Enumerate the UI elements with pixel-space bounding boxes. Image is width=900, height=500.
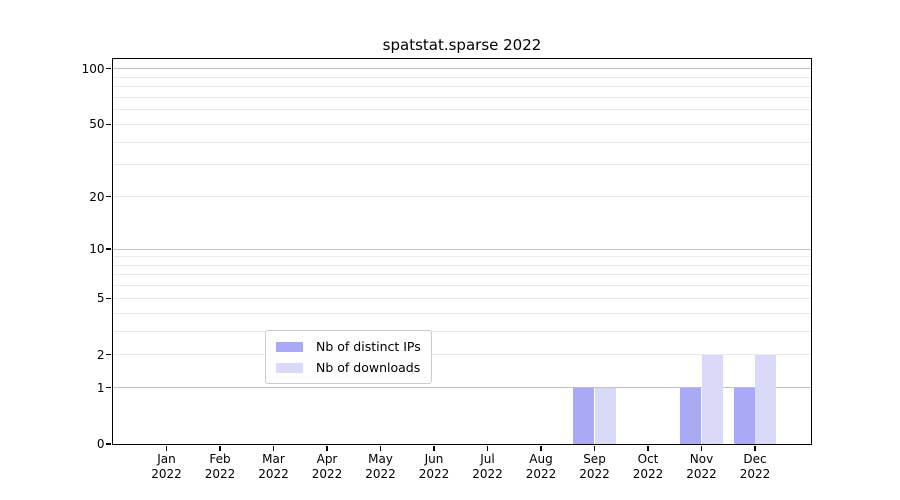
plot-area: 0 1 2 5 10 20 50 100 Jan 2022 Feb 2022 Mar 2022 Apr 202… [82, 58, 812, 481]
x-tick-mark [219, 445, 221, 451]
chart-title: spatstat.sparse 2022 [382, 36, 542, 54]
y-minor-gridline [112, 96, 811, 98]
y-minor-gridline [112, 330, 811, 332]
x-tick-mark [165, 445, 168, 451]
y-minor-gridline [112, 123, 811, 125]
bar-distinct-ips-nov [680, 387, 702, 444]
y-tick-label: 10 [89, 242, 105, 257]
y-major-gridline [112, 68, 811, 70]
x-tick-year: 2022 [258, 467, 289, 481]
y-minor-gridline [112, 196, 811, 197]
x-tick-month: Dec [743, 452, 767, 466]
x-tick-mark [540, 445, 542, 451]
bar-downloads-sep [594, 387, 616, 444]
y-major-gridline [112, 387, 811, 389]
x-tick-month: Jul [480, 452, 495, 466]
y-tick-label: 100 [81, 61, 105, 76]
y-minor-gridline [112, 76, 811, 78]
x-tick-year: 2022 [579, 467, 610, 481]
legend-row-distinct-ips: Nb of distinct IPs [276, 339, 421, 354]
x-tick-year: 2022 [418, 467, 450, 481]
y-tick-mark [106, 68, 111, 70]
x-tick-month: Nov [689, 452, 714, 466]
x-tick-year: 2022 [204, 467, 236, 481]
y-tick-mark [106, 248, 111, 250]
y-minor-gridline [112, 264, 811, 266]
x-tick-year: 2022 [632, 467, 664, 481]
bar-distinct-ips-dec [733, 387, 755, 444]
x-tick-year: 2022 [472, 467, 503, 481]
y-minor-gridline [112, 109, 811, 111]
x-tick-month: Jan [157, 452, 176, 466]
bar-downloads-nov [701, 354, 723, 444]
x-tick-mark [593, 445, 596, 451]
x-tick-month: May [368, 452, 393, 466]
y-tick-label: 20 [89, 189, 105, 204]
x-tick-mark [754, 445, 756, 451]
x-tick-mark [647, 445, 649, 451]
y-minor-gridline [112, 312, 811, 314]
y-minor-gridline [112, 86, 811, 88]
x-tick-label: Apr 2022 [297, 452, 357, 482]
x-tick-label: May 2022 [351, 452, 411, 482]
y-tick-label: 1 [96, 380, 105, 395]
x-tick-label: Jan 2022 [137, 452, 197, 482]
x-tick-year: 2022 [365, 467, 396, 481]
y-major-gridline [112, 248, 811, 250]
y-minor-gridline [112, 297, 811, 299]
x-tick-mark [326, 445, 328, 451]
x-tick-mark [272, 445, 275, 451]
legend-row-downloads: Nb of downloads [276, 360, 421, 375]
x-tick-month: Apr [316, 452, 338, 466]
x-tick-year: 2022 [686, 467, 717, 481]
x-tick-month: Mar [262, 452, 285, 466]
x-tick-label: Oct 2022 [618, 452, 678, 482]
x-tick-label: Aug 2022 [511, 452, 571, 482]
y-minor-gridline [112, 285, 811, 287]
x-tick-label: Dec 2022 [725, 452, 785, 482]
distinct-ips-swatch [276, 341, 303, 352]
x-tick-year: 2022 [151, 467, 182, 481]
x-tick-year: 2022 [525, 467, 557, 481]
y-minor-gridline [112, 141, 811, 143]
bar-distinct-ips-sep [573, 387, 595, 444]
y-tick-mark [106, 354, 111, 356]
bar-downloads-dec [755, 354, 777, 444]
legend-label-downloads: Nb of downloads [316, 360, 421, 375]
legend-label-distinct-ips: Nb of distinct IPs [316, 339, 421, 354]
x-tick-mark [700, 445, 703, 451]
x-tick-year: 2022 [311, 467, 343, 481]
y-minor-gridline [112, 256, 811, 258]
x-tick-month: Feb [209, 452, 231, 466]
y-tick-mark [106, 443, 111, 445]
downloads-swatch [276, 362, 303, 373]
y-tick-label: 5 [96, 291, 105, 306]
y-tick-mark [106, 195, 111, 198]
x-tick-label: Jul 2022 [458, 452, 518, 482]
y-minor-gridline [112, 354, 811, 356]
y-tick-mark [106, 123, 111, 126]
x-tick-label: Nov 2022 [672, 452, 732, 482]
x-tick-month: Jun [424, 452, 444, 466]
x-tick-label: Sep 2022 [565, 452, 625, 482]
x-tick-month: Aug [529, 452, 553, 466]
x-tick-mark [379, 445, 382, 451]
x-tick-month: Sep [583, 452, 606, 466]
y-minor-gridline [112, 274, 811, 276]
x-tick-year: 2022 [739, 467, 771, 481]
y-minor-gridline [112, 164, 811, 166]
y-tick-mark [106, 387, 111, 389]
x-tick-mark [486, 445, 489, 451]
y-tick-label: 0 [96, 437, 105, 451]
x-tick-month: Oct [637, 452, 659, 466]
x-tick-label: Mar 2022 [244, 452, 304, 482]
x-tick-mark [433, 445, 435, 451]
y-tick-label: 2 [96, 347, 105, 362]
y-tick-label: 50 [89, 117, 105, 132]
y-tick-mark [106, 297, 111, 299]
x-tick-label: Feb 2022 [190, 452, 250, 482]
legend: Nb of distinct IPs Nb of downloads [265, 330, 432, 384]
x-tick-label: Jun 2022 [404, 452, 464, 482]
